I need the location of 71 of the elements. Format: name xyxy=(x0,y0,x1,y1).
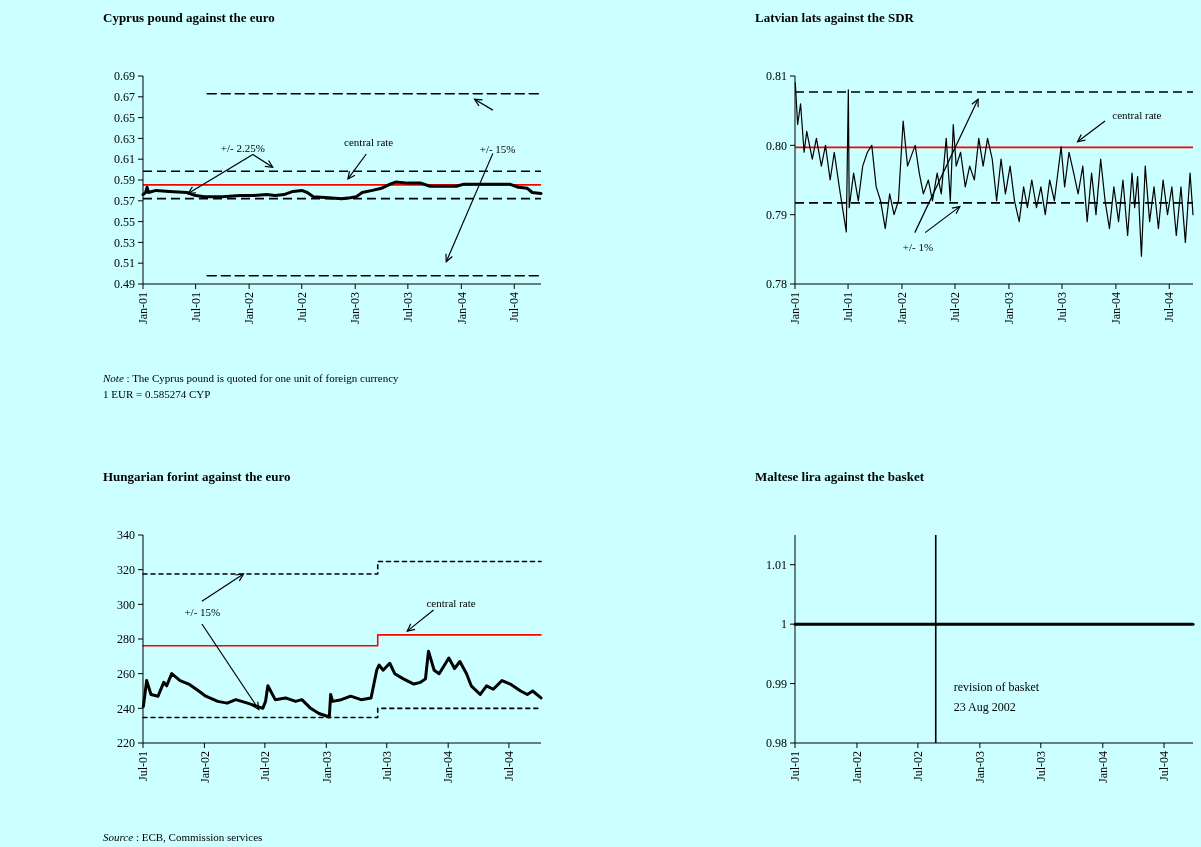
annotation: central rate xyxy=(1112,108,1162,121)
y-tick-label: 0.80 xyxy=(766,138,787,153)
y-tick-label: 0.63 xyxy=(114,131,135,146)
x-tick-label: Jul-04 xyxy=(507,292,522,322)
x-tick-label: Jan-02 xyxy=(197,751,212,783)
y-tick-label: 220 xyxy=(117,736,135,751)
chart-title: Cyprus pound against the euro xyxy=(103,10,275,25)
annotation: +/- 15% xyxy=(184,605,221,618)
x-tick-label: Jan-04 xyxy=(441,751,456,783)
chart-title: Maltese lira against the basket xyxy=(755,469,925,484)
x-tick-label: Jul-01 xyxy=(136,751,151,781)
x-tick-label: Jan-03 xyxy=(973,751,988,783)
x-tick-label: Jan-01 xyxy=(788,292,803,324)
y-tick-label: 0.78 xyxy=(766,277,787,292)
x-tick-label: Jan-03 xyxy=(1002,292,1017,324)
x-tick-label: Jan-02 xyxy=(850,751,865,783)
x-tick-label: Jan-01 xyxy=(136,292,151,324)
y-tick-label: 320 xyxy=(117,562,135,577)
y-tick-label: 1 xyxy=(781,617,787,632)
y-tick-label: 0.55 xyxy=(114,214,135,229)
x-tick-label: Jan-04 xyxy=(1109,292,1124,324)
x-tick-label: Jul-04 xyxy=(502,751,517,781)
y-tick-label: 0.81 xyxy=(766,69,787,84)
y-tick-label: 0.99 xyxy=(766,676,787,691)
x-tick-label: Jul-03 xyxy=(1055,292,1070,322)
y-tick-label: 0.59 xyxy=(114,173,135,188)
annotation: central rate xyxy=(344,135,394,148)
ref-line-label: revision of basket 23 Aug 2002 xyxy=(953,680,1040,714)
source-note: Source : ECB, Commission services xyxy=(103,831,263,843)
x-tick-label: Jul-02 xyxy=(948,292,963,322)
y-tick-label: 0.53 xyxy=(114,235,135,250)
text: 1 EUR = 0.585274 CYP xyxy=(103,388,211,400)
chart-title: Hungarian forint against the euro xyxy=(103,469,291,484)
y-tick-label: 260 xyxy=(117,666,135,681)
x-tick-label: Jul-03 xyxy=(379,751,394,781)
x-tick-label: Jul-04 xyxy=(1162,292,1177,322)
text: Note : The Cyprus pound is quoted for one unit of foreign currency xyxy=(102,372,400,384)
y-tick-label: 0.51 xyxy=(114,256,135,271)
y-tick-label: 0.57 xyxy=(114,194,135,208)
y-tick-label: 0.61 xyxy=(114,152,135,167)
annotation: central rate xyxy=(426,596,476,609)
y-tick-label: 1.01 xyxy=(766,557,787,572)
y-tick-label: 0.65 xyxy=(114,110,135,125)
y-tick-label: 280 xyxy=(117,632,135,647)
y-tick-label: 300 xyxy=(117,597,135,612)
annotation: +/- 1% xyxy=(902,241,934,254)
x-tick-label: Jan-03 xyxy=(348,292,363,324)
y-tick-label: 0.79 xyxy=(766,207,787,222)
x-tick-label: Jan-04 xyxy=(454,292,469,324)
x-tick-label: Jul-02 xyxy=(294,292,309,322)
y-tick-label: 0.69 xyxy=(114,69,135,84)
y-tick-label: 0.98 xyxy=(766,736,787,751)
x-tick-label: Jul-03 xyxy=(1034,751,1048,781)
x-tick-label: Jul-02 xyxy=(258,751,273,781)
x-tick-label: Jul-01 xyxy=(841,292,856,322)
y-tick-label: 0.49 xyxy=(114,277,135,292)
y-tick-label: 340 xyxy=(117,528,135,543)
x-tick-label: Jan-02 xyxy=(242,292,257,324)
annotation: +/- 15% xyxy=(479,143,516,156)
x-tick-label: Jan-04 xyxy=(1095,751,1110,783)
x-tick-label: Jul-01 xyxy=(788,751,803,781)
x-tick-label: Jul-03 xyxy=(401,292,416,322)
x-tick-label: Jul-01 xyxy=(188,292,203,322)
annotation: +/- 2.25% xyxy=(220,142,265,155)
y-tick-label: 240 xyxy=(117,701,135,716)
x-tick-label: Jul-04 xyxy=(1157,751,1172,781)
x-tick-label: Jul-02 xyxy=(911,751,926,781)
y-tick-label: 0.67 xyxy=(114,90,135,104)
x-tick-label: Jan-03 xyxy=(319,751,334,783)
x-tick-label: Jan-02 xyxy=(895,292,910,324)
chart-title: Latvian lats against the SDR xyxy=(755,10,915,25)
